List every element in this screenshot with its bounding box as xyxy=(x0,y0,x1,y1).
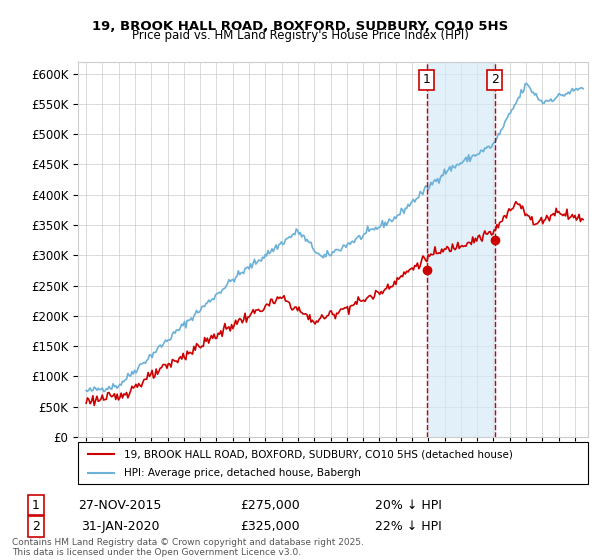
Text: 19, BROOK HALL ROAD, BOXFORD, SUDBURY, CO10 5HS: 19, BROOK HALL ROAD, BOXFORD, SUDBURY, C… xyxy=(92,20,508,32)
Bar xyxy=(427,62,495,437)
Text: 19, BROOK HALL ROAD, BOXFORD, SUDBURY, CO10 5HS (detached house): 19, BROOK HALL ROAD, BOXFORD, SUDBURY, C… xyxy=(124,449,513,459)
Text: 27-NOV-2015: 27-NOV-2015 xyxy=(79,498,161,512)
Text: Contains HM Land Registry data © Crown copyright and database right 2025.
This d: Contains HM Land Registry data © Crown c… xyxy=(12,538,364,557)
FancyBboxPatch shape xyxy=(78,442,588,484)
Text: HPI: Average price, detached house, Babergh: HPI: Average price, detached house, Babe… xyxy=(124,468,361,478)
Text: Price paid vs. HM Land Registry's House Price Index (HPI): Price paid vs. HM Land Registry's House … xyxy=(131,29,469,42)
Text: 2: 2 xyxy=(491,73,499,86)
Text: 1: 1 xyxy=(32,498,40,512)
Text: £325,000: £325,000 xyxy=(240,520,300,533)
Text: 1: 1 xyxy=(423,73,431,86)
Text: 31-JAN-2020: 31-JAN-2020 xyxy=(81,520,159,533)
Text: 22% ↓ HPI: 22% ↓ HPI xyxy=(374,520,442,533)
Text: £275,000: £275,000 xyxy=(240,498,300,512)
Text: 20% ↓ HPI: 20% ↓ HPI xyxy=(374,498,442,512)
Text: 2: 2 xyxy=(32,520,40,533)
